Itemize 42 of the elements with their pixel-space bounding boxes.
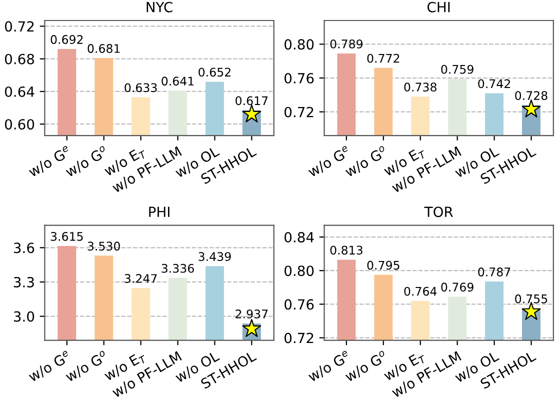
y-tick-label: 3.0 [14,311,34,322]
y-tick-label: 0.76 [284,299,314,310]
data-label: 0.787 [478,268,510,276]
data-label: 0.769 [441,282,474,292]
data-label: 3.247 [124,274,157,283]
data-label: 0.641 [162,76,194,86]
y-tick-label: 0.76 [284,72,314,84]
data-label: 3.336 [162,264,194,273]
chart-title: CHI [428,2,450,12]
data-label: 0.728 [515,91,548,100]
data-label: 0.789 [330,39,363,48]
data-label: 3.615 [50,232,83,241]
chart-title: TOR [424,206,453,218]
data-label: 0.681 [88,44,120,53]
y-tick-label: 0.60 [4,119,34,130]
y-tick-label: 0.80 [284,39,314,50]
data-label: 0.755 [515,294,548,304]
data-label: 0.742 [478,79,510,88]
data-label: 0.617 [236,96,268,106]
chart-title: NYC [146,2,172,12]
data-label: 0.633 [124,83,157,92]
y-tick-label: 0.84 [284,232,314,242]
y-tick-label: 0.72 [284,332,314,344]
chart-title: PHI [149,206,170,217]
data-label: 0.795 [367,260,400,270]
data-label: 3.530 [88,242,120,251]
y-tick-label: 0.72 [284,106,314,118]
data-label: 0.692 [50,35,83,44]
data-label: 0.772 [367,54,400,63]
data-label: 3.439 [198,252,231,262]
data-label: 0.813 [330,246,362,255]
y-tick-label: 3.6 [14,242,34,254]
y-tick-label: 0.64 [4,86,34,97]
data-label: 0.652 [198,68,230,77]
y-tick-label: 0.68 [4,54,34,64]
data-label: 0.759 [441,64,474,74]
y-tick-label: 0.72 [4,21,34,32]
data-label: 0.738 [404,82,436,92]
data-label: 0.764 [404,286,437,296]
data-label: 2.937 [236,309,268,318]
y-tick-label: 0.80 [284,266,314,276]
y-tick-label: 3.3 [14,276,34,288]
